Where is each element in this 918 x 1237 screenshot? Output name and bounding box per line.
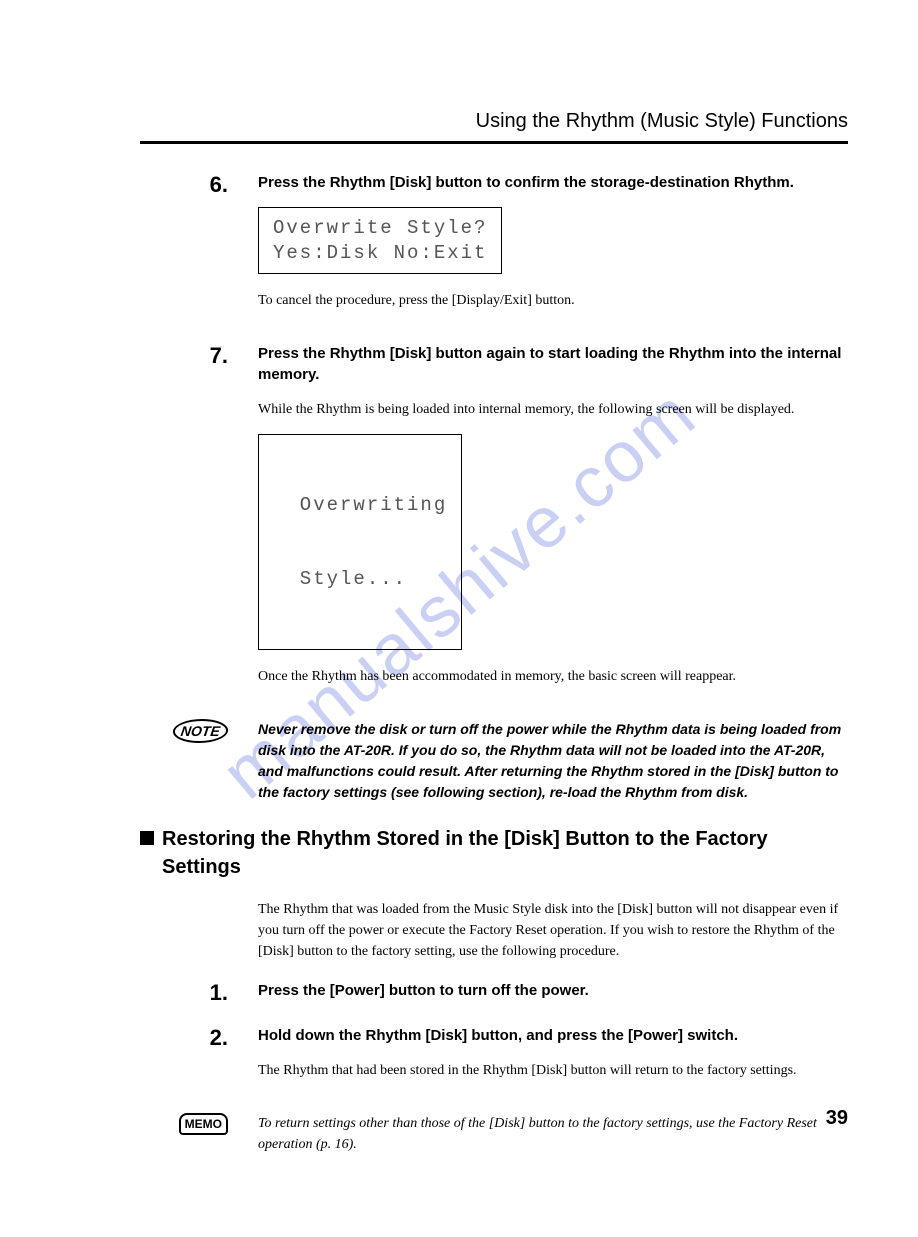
memo-text: To return settings other than those of t… bbox=[258, 1113, 848, 1155]
step-7: 7. Press the Rhythm [Disk] button again … bbox=[140, 343, 848, 701]
lcd-line: Overwriting bbox=[273, 493, 447, 518]
step-6-cancel-text: To cancel the procedure, press the [Disp… bbox=[258, 290, 848, 311]
step-2-title: Hold down the Rhythm [Disk] button, and … bbox=[258, 1025, 848, 1046]
note-icon: NOTE bbox=[140, 719, 258, 743]
note-icon-label: NOTE bbox=[171, 719, 229, 743]
step-1: 1. Press the [Power] button to turn off … bbox=[140, 980, 848, 1007]
section-intro: The Rhythm that was loaded from the Musi… bbox=[258, 899, 848, 962]
step-7-body-1: While the Rhythm is being loaded into in… bbox=[258, 399, 848, 420]
lcd-line: Style... bbox=[273, 567, 447, 592]
lcd-line: Overwrite Style? bbox=[273, 216, 487, 241]
lcd-display-2: Overwriting Style... bbox=[258, 434, 462, 650]
step-1-title: Press the [Power] button to turn off the… bbox=[258, 980, 848, 1001]
page-content: Using the Rhythm (Music Style) Functions… bbox=[0, 0, 918, 1237]
step-1-number: 1. bbox=[140, 980, 258, 1007]
bullet-icon bbox=[140, 831, 154, 845]
page-header: Using the Rhythm (Music Style) Functions bbox=[140, 110, 848, 144]
step-6-title: Press the Rhythm [Disk] button to confir… bbox=[258, 172, 848, 193]
step-7-number: 7. bbox=[140, 343, 258, 701]
memo-icon: MEMO bbox=[140, 1113, 258, 1135]
memo-icon-label: MEMO bbox=[179, 1113, 228, 1135]
step-2-number: 2. bbox=[140, 1025, 258, 1095]
step-6-number: 6. bbox=[140, 172, 258, 325]
section-heading-text: Restoring the Rhythm Stored in the [Disk… bbox=[162, 825, 848, 881]
lcd-line: Yes:Disk No:Exit bbox=[273, 241, 487, 266]
step-7-body-2: Once the Rhythm has been accommodated in… bbox=[258, 666, 848, 687]
note-text: Never remove the disk or turn off the po… bbox=[258, 719, 848, 803]
memo-block: MEMO To return settings other than those… bbox=[140, 1113, 848, 1155]
step-6: 6. Press the Rhythm [Disk] button to con… bbox=[140, 172, 848, 325]
step-7-title: Press the Rhythm [Disk] button again to … bbox=[258, 343, 848, 385]
lcd-display-1: Overwrite Style? Yes:Disk No:Exit bbox=[258, 207, 502, 274]
section-heading-restoring: Restoring the Rhythm Stored in the [Disk… bbox=[140, 825, 848, 881]
note-block: NOTE Never remove the disk or turn off t… bbox=[140, 719, 848, 803]
step-2: 2. Hold down the Rhythm [Disk] button, a… bbox=[140, 1025, 848, 1095]
step-2-body: The Rhythm that had been stored in the R… bbox=[258, 1060, 848, 1081]
